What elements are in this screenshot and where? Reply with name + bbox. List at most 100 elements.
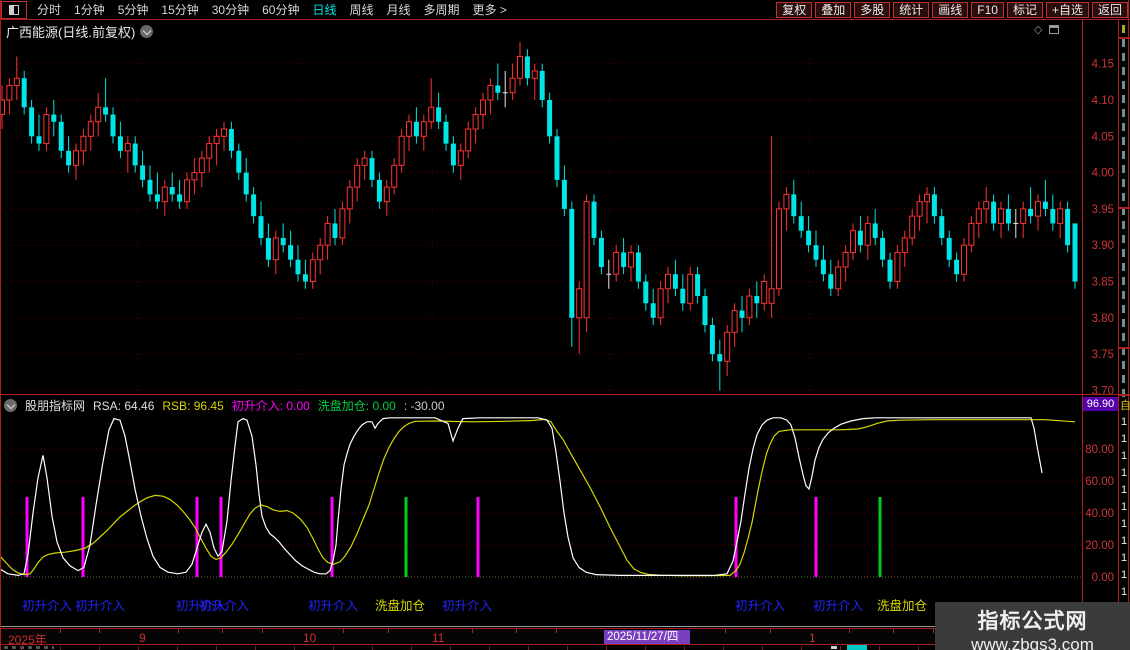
chart-title-row: 广西能源(日线.前复权) — [6, 22, 154, 41]
clipped-side-panel[interactable]: 自 1 1 1 1 1 1 1 1 1 1 1 — [1118, 20, 1130, 650]
axis-left-border — [1082, 20, 1083, 628]
time-axis-tick — [388, 629, 389, 633]
clipped-axis-tick — [450, 646, 451, 650]
clipped-glyph — [1122, 123, 1125, 131]
price-axis-label: 3.85 — [1092, 277, 1114, 289]
time-axis-tick — [262, 629, 263, 633]
toolbar-button-+自选[interactable]: +自选 — [1045, 1, 1089, 18]
clipped-axis-tick — [684, 646, 685, 650]
indicator-chevron-icon[interactable] — [4, 399, 17, 412]
time-axis-tick — [849, 629, 850, 633]
toolbar-button-叠加[interactable]: 叠加 — [815, 1, 852, 18]
toolbar-button-画线[interactable]: 画线 — [932, 1, 969, 18]
period-item-60分钟[interactable]: 60分钟 — [262, 3, 300, 17]
clipped-digit: 1 — [1121, 569, 1128, 581]
toolbar-button-返回[interactable]: 返回 — [1091, 1, 1128, 18]
price-axis-label: 3.75 — [1092, 349, 1114, 361]
clipped-glyph — [1122, 193, 1125, 201]
buy-signal-bar — [219, 497, 223, 577]
candles — [0, 41, 1078, 391]
period-item-月线[interactable]: 月线 — [386, 3, 411, 17]
period-item-更多 >[interactable]: 更多 > — [472, 3, 507, 17]
signal-label: 初升介入 — [441, 599, 493, 613]
clipped-glyph — [1122, 39, 1125, 47]
price-axis-label: 3.80 — [1092, 313, 1114, 325]
period-item-周线[interactable]: 周线 — [349, 3, 374, 17]
clipped-glyph — [1122, 389, 1125, 397]
indicator-header-item-3: 初升介入: 0.00 — [231, 399, 310, 413]
clipped-glyph — [1122, 25, 1125, 33]
toolbar-button-标记[interactable]: 标记 — [1006, 1, 1043, 18]
watermark-url: www.zbgs3.com — [971, 635, 1094, 650]
period-item-30分钟[interactable]: 30分钟 — [211, 3, 250, 17]
buy-signal-bar — [195, 497, 199, 577]
panel-divider — [0, 394, 1130, 395]
clipped-glyph — [1122, 179, 1125, 187]
clipped-digit: 1 — [1121, 535, 1128, 547]
indicator-line-RSB — [0, 418, 1076, 577]
watermark-box: 指标公式网 www.zbgs3.com — [935, 602, 1130, 650]
clipped-axis-tick — [918, 646, 919, 650]
clipped-axis-tick — [216, 646, 217, 650]
period-item-15分钟[interactable]: 15分钟 — [161, 3, 199, 17]
toolbar-button-复权[interactable]: 复权 — [776, 1, 813, 18]
period-item-5分钟[interactable]: 5分钟 — [117, 3, 149, 17]
clipped-digit: 1 — [1121, 552, 1128, 564]
layout-icon[interactable] — [1, 0, 27, 19]
clipped-digit: 1 — [1121, 484, 1128, 496]
clipped-digit: 1 — [1121, 467, 1128, 479]
buy-signal-bar — [25, 497, 29, 577]
scroll-separator[interactable] — [0, 626, 1112, 627]
chart-corner-icons: ◇ — [1034, 23, 1060, 36]
clipped-glyph — [1122, 221, 1125, 229]
period-item-1分钟[interactable]: 1分钟 — [74, 3, 105, 17]
time-axis-tick — [343, 629, 344, 633]
buy-signal-bar — [81, 497, 85, 577]
time-axis-tick — [556, 629, 557, 633]
indicator-chart[interactable]: 80.00 60.00 40.00 20.00 0.00 — [0, 395, 1130, 627]
chevron-down-icon[interactable] — [140, 25, 154, 38]
side-panel-divider — [1119, 207, 1130, 209]
clipped-digit: 1 — [1121, 416, 1128, 428]
signal-label: 初升介入 — [21, 599, 73, 613]
side-panel-divider — [1119, 394, 1130, 396]
period-item-多周期[interactable]: 多周期 — [423, 3, 460, 17]
top-toolbar: 分时 1分钟 5分钟 15分钟 30分钟 60分钟 日线 周线 月线 多周期 更多 > 复权 叠加 多股… — [0, 0, 1130, 20]
clipped-axis-tick — [177, 646, 178, 650]
toolbar-button-统计[interactable]: 统计 — [893, 1, 930, 18]
signal-label: 初升介入 — [734, 599, 786, 613]
signal-label: 初升介入 — [74, 599, 126, 613]
clipped-glyph — [1122, 277, 1125, 285]
clipped-glyph — [1122, 249, 1125, 257]
clipped-mark-fragment — [831, 646, 837, 649]
side-panel-tab[interactable]: 自 — [1120, 400, 1130, 412]
clipped-glyph — [1122, 305, 1125, 313]
clipped-axis-tick — [333, 646, 334, 650]
period-item-分时[interactable]: 分时 — [37, 3, 62, 17]
clipped-glyph — [1122, 165, 1125, 173]
clipped-digit: 1 — [1121, 586, 1128, 598]
clipped-glyph — [1122, 67, 1125, 75]
side-panel-divider — [1119, 37, 1130, 39]
indicator-value-badge: 96.90 — [1083, 397, 1118, 411]
candlestick-chart[interactable]: 4.15 4.10 4.05 4.00 3.95 3.90 3.85 3.80 3.75 3.70 — [0, 20, 1130, 395]
window-icon[interactable] — [1049, 25, 1060, 34]
window-right-border — [1128, 0, 1129, 650]
indicator-header-item-0: 股朋指标网 — [25, 399, 86, 413]
clipped-glyph — [1122, 151, 1125, 159]
time-axis[interactable]: 2025/11/27/四 2025年 9 10 11 1 — [0, 628, 1130, 647]
indicator-header-item-5: : -30.00 — [403, 398, 445, 413]
watermark-brand: 指标公式网 — [977, 610, 1088, 633]
diamond-icon[interactable]: ◇ — [1034, 24, 1043, 36]
clipped-glyph — [1122, 137, 1125, 145]
clipped-axis-tick — [99, 646, 100, 650]
clipped-digit: 1 — [1121, 518, 1128, 530]
period-item-日线[interactable]: 日线 — [312, 3, 337, 17]
clipped-text-fragment — [4, 646, 54, 649]
clipped-axis-tick — [294, 646, 295, 650]
indicator-header: 股朋指标网 RSA: 64.46 RSB: 96.45 初升介入: 0.00 洗盘加仓:… — [4, 397, 445, 414]
add-signal-bar — [404, 497, 408, 577]
toolbar-button-F10[interactable]: F10 — [971, 1, 1004, 18]
clipped-digit: 1 — [1121, 433, 1128, 445]
toolbar-button-多股[interactable]: 多股 — [854, 1, 891, 18]
